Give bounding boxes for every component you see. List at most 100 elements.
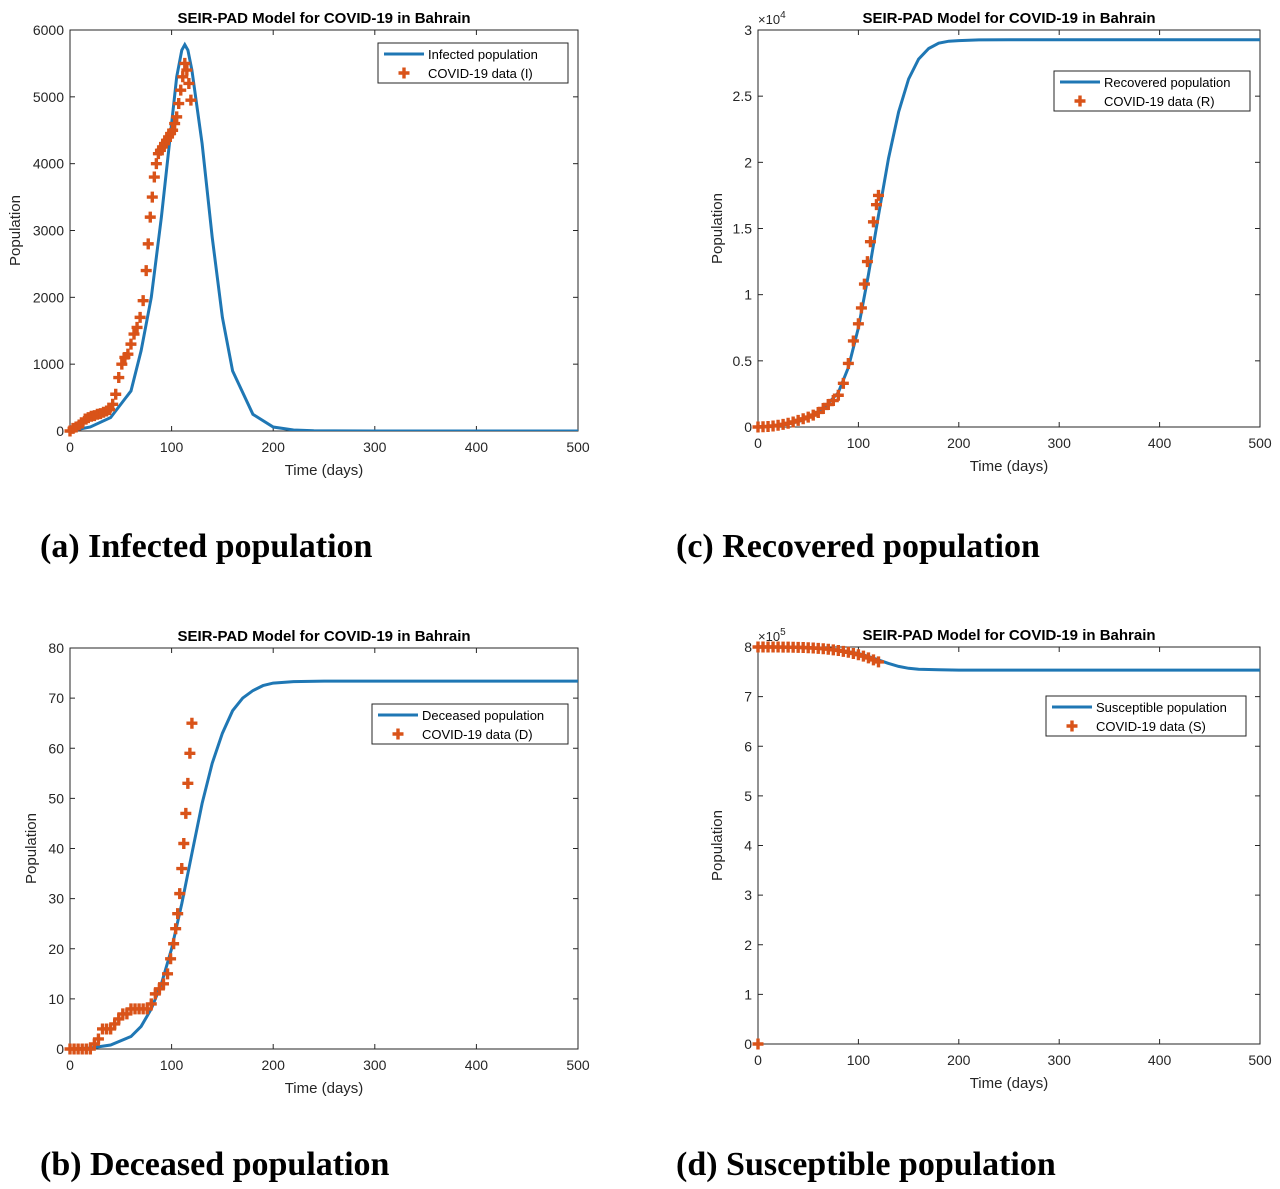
chart-a: SEIR-PAD Model for COVID-19 in Bahrain 0 1… [7, 10, 590, 479]
legend-marker-swatch [392, 728, 404, 740]
legend-marker-swatch [1074, 95, 1086, 107]
x-tick-label: 0 [66, 1057, 74, 1073]
x-tick-label: 500 [1248, 1052, 1272, 1068]
data-point [832, 389, 844, 401]
data-point [110, 388, 122, 400]
x-tick-label: 500 [1248, 435, 1272, 451]
x-axis-label: Time (days) [285, 462, 364, 479]
legend-label: COVID-19 data (D) [422, 727, 533, 742]
legend: Deceased population COVID-19 data (D) [371, 703, 569, 745]
x-tick-label: 300 [363, 1057, 387, 1073]
y-tick-label: 1.5 [733, 221, 753, 237]
y-axis-label: Population [709, 193, 726, 264]
legend-label: Susceptible population [1096, 700, 1227, 715]
legend-box [371, 703, 569, 745]
y-tick-label: 60 [48, 740, 64, 756]
chart-d: SEIR-PAD Model for COVID-19 in Bahrain 0 1… [709, 627, 1272, 1092]
y-tick-label: 5000 [33, 89, 64, 105]
data-point [858, 278, 870, 290]
exponent-superscript: 4 [780, 10, 786, 21]
chart-c: SEIR-PAD Model for COVID-19 in Bahrain 0 1… [709, 10, 1272, 475]
data-point [162, 968, 174, 980]
legend-label: Recovered population [1104, 75, 1230, 90]
data-point [181, 64, 193, 76]
data-point [183, 77, 195, 89]
y-tick-label: 1 [744, 287, 752, 303]
data-point [872, 189, 884, 201]
y-tick-label: 0 [744, 1036, 752, 1052]
data-point [167, 124, 179, 136]
series-line [70, 679, 578, 1049]
caption-c: (c) Recovered population [676, 528, 1040, 565]
series-markers [752, 189, 884, 433]
y-tick-label: 1 [744, 986, 752, 1002]
x-tick-label: 400 [465, 1057, 489, 1073]
chart-title: SEIR-PAD Model for COVID-19 in Bahrain [177, 628, 470, 645]
data-point [174, 888, 186, 900]
data-point [134, 311, 146, 323]
x-tick-label: 0 [754, 1052, 762, 1068]
y-axis-label: Population [7, 195, 24, 266]
y-tick-label: 50 [48, 790, 64, 806]
x-tick-label: 500 [566, 439, 590, 455]
data-point [145, 998, 157, 1010]
data-point [150, 158, 162, 170]
series-markers [64, 717, 198, 1055]
y-tick-label: 1000 [33, 356, 64, 372]
y-tick-label: 0.5 [733, 353, 753, 369]
data-point [128, 328, 140, 340]
y-tick-label: 3 [744, 22, 752, 38]
x-tick-label: 200 [262, 1057, 286, 1073]
data-point [173, 98, 185, 110]
data-point [169, 118, 181, 130]
series-markers [64, 57, 197, 437]
chart-title: SEIR-PAD Model for COVID-19 in Bahrain [862, 627, 1155, 644]
data-point [113, 372, 125, 384]
x-tick-label: 100 [847, 435, 871, 451]
data-point [175, 84, 187, 96]
exponent-label: ×104 [758, 10, 786, 27]
chart-title: SEIR-PAD Model for COVID-19 in Bahrain [177, 10, 470, 27]
y-tick-label: 5 [744, 788, 752, 804]
data-point [185, 94, 197, 106]
y-tick-label: 20 [48, 941, 64, 957]
x-tick-label: 400 [465, 439, 489, 455]
data-point [142, 238, 154, 250]
data-point [184, 747, 196, 759]
y-tick-label: 7 [744, 689, 752, 705]
legend-label: COVID-19 data (R) [1104, 94, 1215, 109]
legend-label: Infected population [428, 47, 538, 62]
data-point [157, 978, 169, 990]
chart-title: SEIR-PAD Model for COVID-19 in Bahrain [862, 10, 1155, 27]
y-tick-label: 6 [744, 738, 752, 754]
x-tick-label: 100 [160, 1057, 184, 1073]
legend-marker-swatch [398, 67, 410, 79]
legend: Susceptible population COVID-19 data (S) [1045, 695, 1247, 737]
y-tick-label: 40 [48, 841, 64, 857]
x-tick-label: 400 [1148, 435, 1172, 451]
legend-label: Deceased population [422, 708, 544, 723]
y-tick-label: 3000 [33, 223, 64, 239]
y-tick-label: 80 [48, 640, 64, 656]
data-point [861, 256, 873, 268]
caption-b: (b) Deceased population [40, 1146, 390, 1183]
x-axis-label: Time (days) [970, 458, 1049, 475]
data-point [172, 908, 184, 920]
legend-marker-swatch [1066, 720, 1078, 732]
data-point [847, 335, 859, 347]
y-axis-label: Population [23, 813, 40, 884]
chart-b: SEIR-PAD Model for COVID-19 in Bahrain 0 1… [23, 628, 590, 1097]
legend-box [1053, 70, 1251, 112]
data-point [168, 938, 180, 950]
y-tick-label: 6000 [33, 22, 64, 38]
data-point [92, 1033, 104, 1045]
y-tick-label: 8 [744, 639, 752, 655]
y-tick-label: 3 [744, 887, 752, 903]
x-tick-label: 200 [947, 1052, 971, 1068]
x-tick-label: 200 [262, 439, 286, 455]
y-tick-label: 4000 [33, 156, 64, 172]
y-tick-label: 30 [48, 891, 64, 907]
data-point [186, 717, 198, 729]
data-point [137, 295, 149, 307]
